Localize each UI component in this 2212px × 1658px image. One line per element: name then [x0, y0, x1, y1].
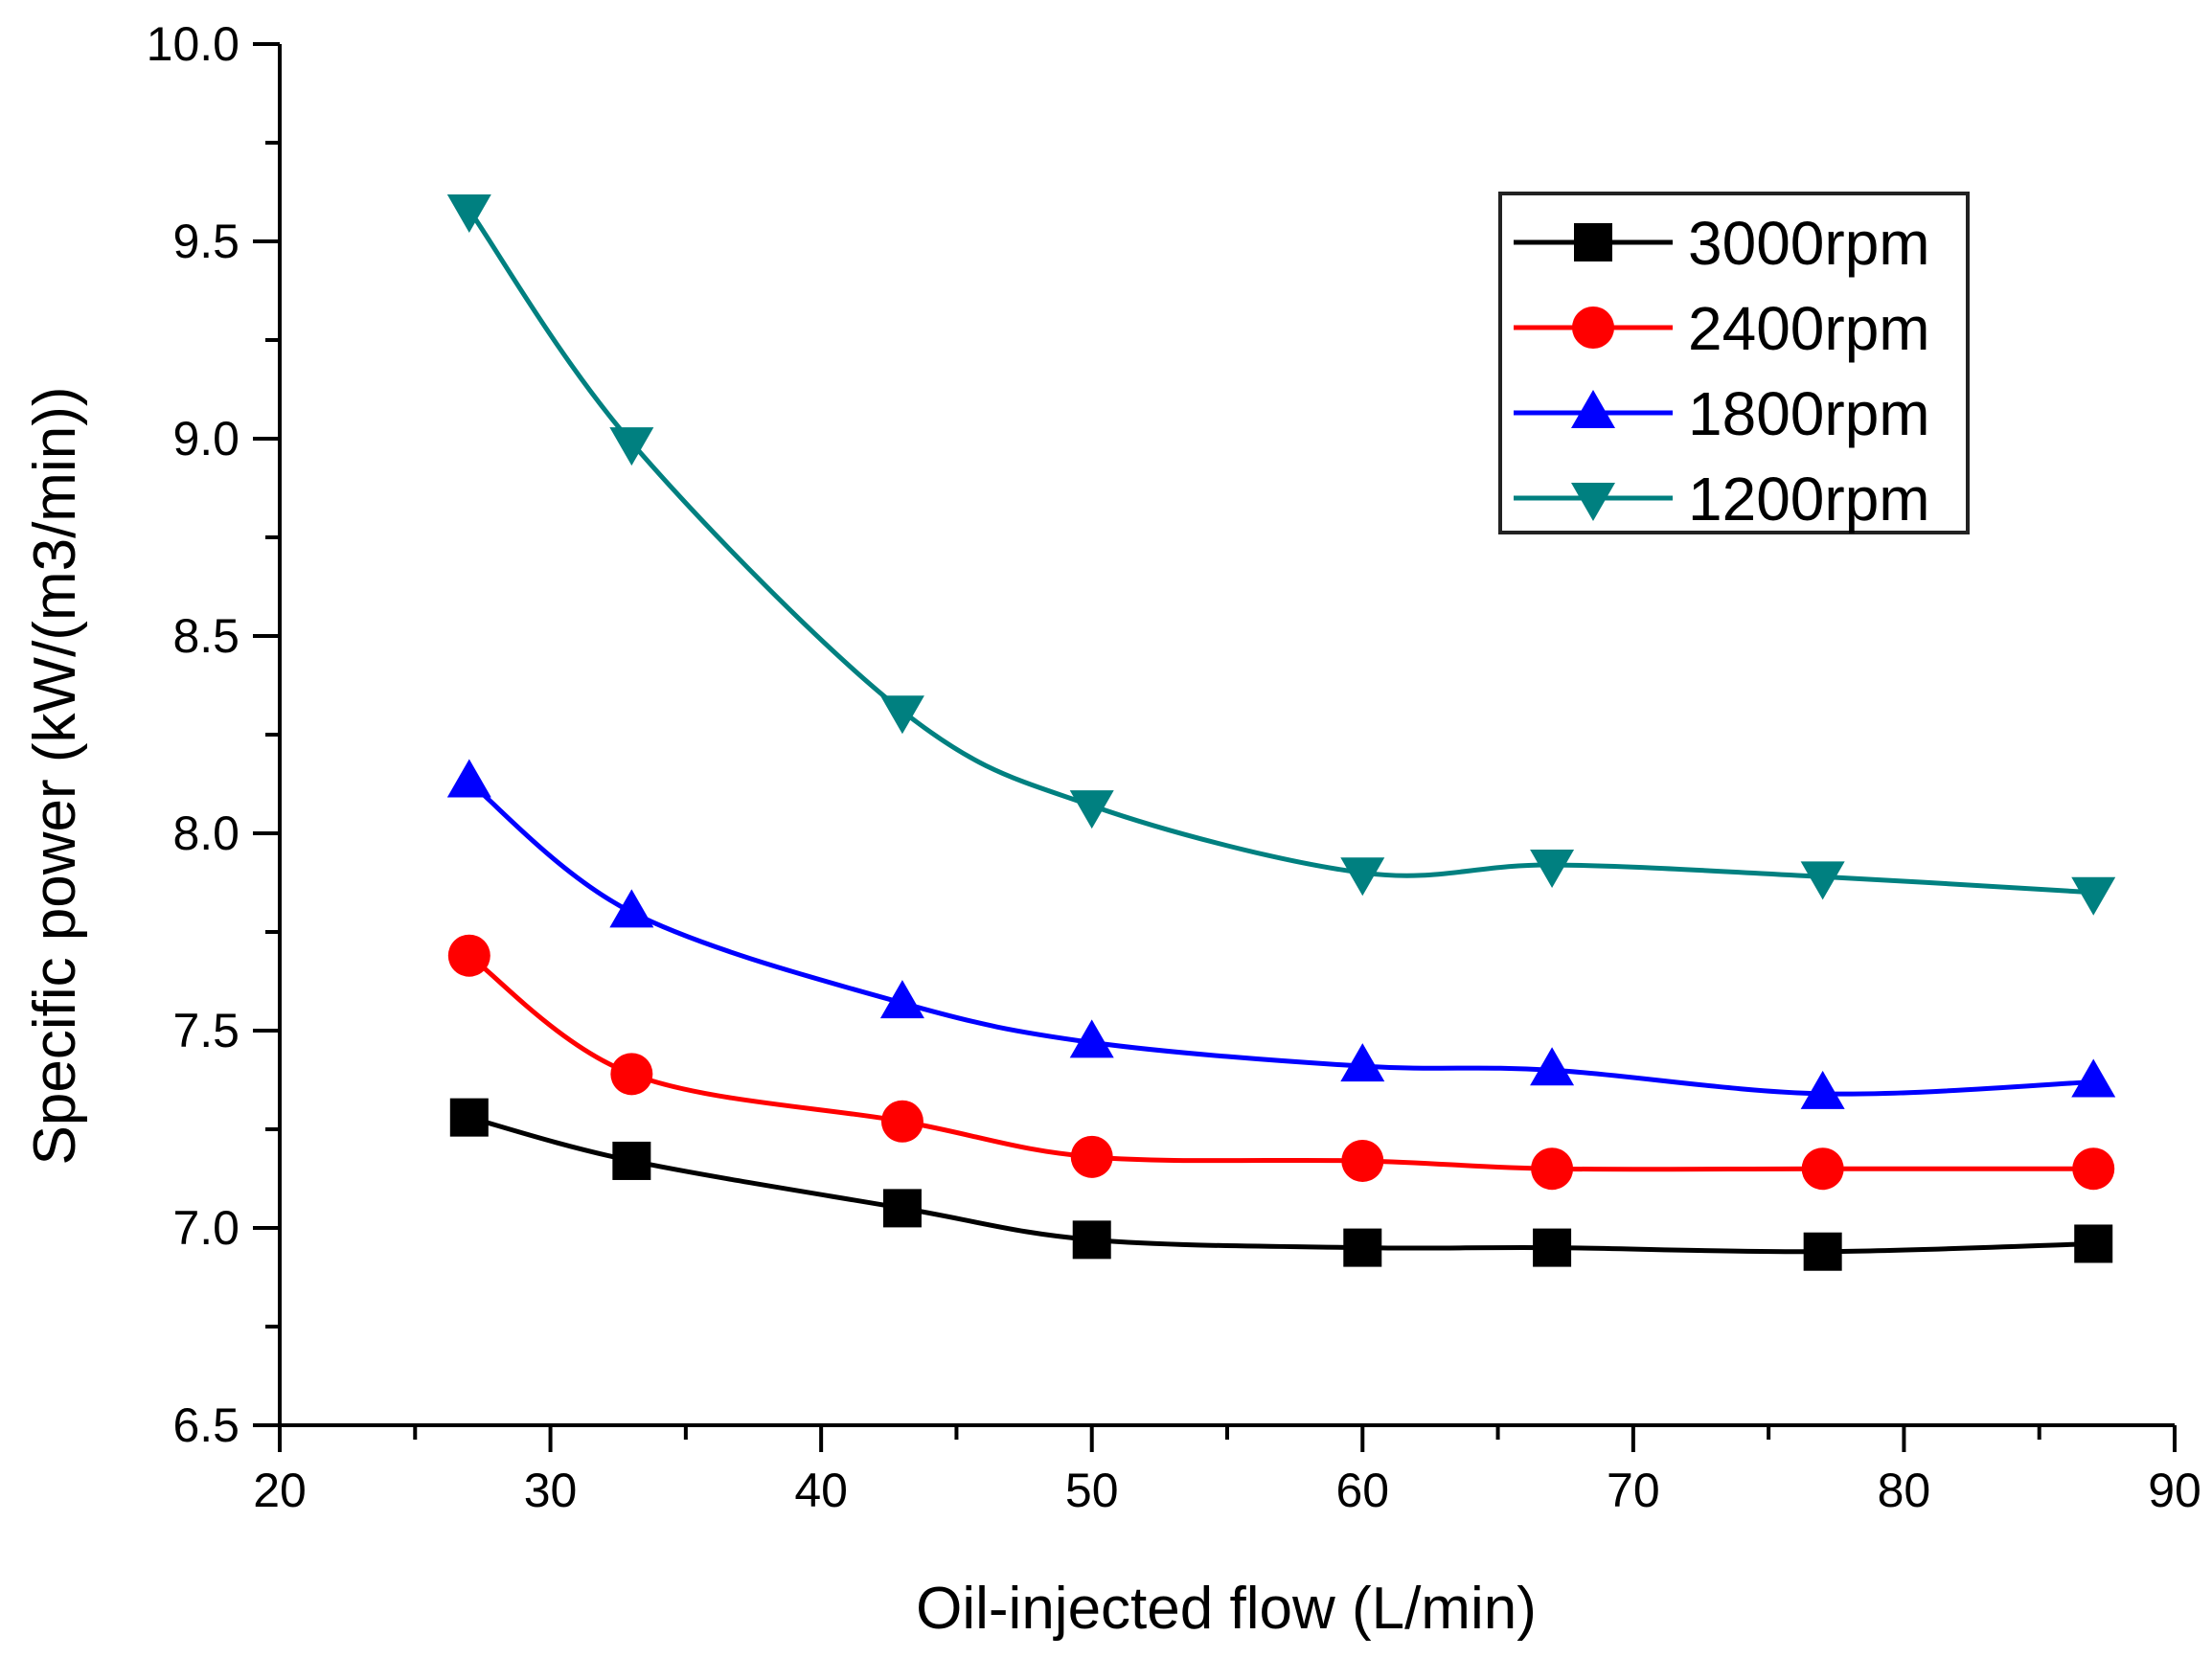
data-point-1800rpm: [446, 759, 491, 798]
data-point-3000rpm: [882, 1189, 922, 1228]
data-point-1800rpm: [2071, 1058, 2116, 1098]
data-point-2400rpm: [610, 1053, 653, 1096]
series-1800rpm: [446, 759, 2116, 1109]
series-layer: [446, 194, 2116, 1271]
data-point-2400rpm: [1531, 1147, 1574, 1191]
y-tick-label: 9.5: [172, 215, 239, 268]
data-point-3000rpm: [1343, 1228, 1382, 1267]
legend-marker-3000rpm: [1574, 223, 1612, 261]
data-point-2400rpm: [447, 934, 490, 977]
data-point-1200rpm: [879, 695, 924, 735]
data-point-1200rpm: [609, 427, 654, 466]
legend-label-3000rpm: 3000rpm: [1688, 209, 1930, 278]
data-point-1800rpm: [1340, 1043, 1385, 1082]
data-point-2400rpm: [1341, 1139, 1384, 1182]
legend: 3000rpm 2400rpm 1800rpm 1200rpm: [1498, 192, 1970, 534]
legend-label-1200rpm: 1200rpm: [1688, 465, 1930, 534]
y-tick-label: 10.0: [147, 17, 239, 71]
data-point-3000rpm: [449, 1098, 489, 1137]
y-tick-label: 6.5: [172, 1398, 239, 1452]
x-tick-label: 70: [1607, 1464, 1660, 1517]
x-tick-label: 90: [2148, 1464, 2201, 1517]
data-point-3000rpm: [1072, 1220, 1111, 1260]
y-tick-label: 7.5: [172, 1004, 239, 1057]
series-3000rpm: [449, 1098, 2113, 1271]
series-2400rpm: [447, 934, 2115, 1191]
legend-marker-1200rpm: [1571, 483, 1615, 521]
y-axis-title: Specific power (kW/(m3/min)): [22, 387, 88, 1166]
data-point-3000rpm: [1533, 1228, 1572, 1267]
x-tick-label: 30: [524, 1464, 578, 1517]
data-point-3000rpm: [2074, 1224, 2113, 1263]
data-point-1800rpm: [1530, 1047, 1575, 1086]
data-point-1200rpm: [1069, 790, 1114, 829]
data-point-1800rpm: [609, 889, 654, 928]
x-tick-label: 20: [253, 1464, 307, 1517]
data-point-2400rpm: [1070, 1135, 1113, 1178]
legend-marker-2400rpm: [1572, 307, 1614, 349]
legend-marker-1800rpm: [1571, 390, 1615, 428]
data-point-1800rpm: [1069, 1019, 1114, 1058]
y-tick-label: 7.0: [172, 1201, 239, 1255]
data-point-3000rpm: [612, 1141, 651, 1180]
series-1200rpm: [446, 194, 2116, 916]
data-point-2400rpm: [1801, 1147, 1844, 1191]
x-tick-label: 80: [1878, 1464, 1931, 1517]
x-tick-label: 50: [1065, 1464, 1119, 1517]
y-tick-label: 8.0: [172, 806, 239, 860]
x-tick-label: 40: [794, 1464, 848, 1517]
data-point-1200rpm: [2071, 876, 2116, 916]
legend-label-1800rpm: 1800rpm: [1688, 379, 1930, 448]
data-point-1200rpm: [446, 194, 491, 234]
axes-layer: 6.5 7.0 7.5 8.0 8.5 9.0 9.5 10.0 20 30 40 50 60 70 80 9…: [147, 17, 2201, 1517]
data-point-3000rpm: [1803, 1232, 1842, 1271]
data-point-1800rpm: [1800, 1070, 1845, 1109]
series-line-1800rpm: [467, 780, 2094, 1097]
data-point-2400rpm: [880, 1100, 924, 1143]
data-point-1200rpm: [1340, 857, 1385, 897]
data-point-1800rpm: [879, 980, 924, 1019]
series-line-1200rpm: [467, 208, 2094, 896]
x-axis-title: Oil-injected flow (L/min): [916, 1576, 1537, 1642]
legend-label-2400rpm: 2400rpm: [1688, 294, 1930, 363]
data-point-1200rpm: [1800, 861, 1845, 900]
data-point-1200rpm: [1530, 849, 1575, 888]
data-point-2400rpm: [2072, 1147, 2115, 1191]
y-tick-label: 9.0: [172, 412, 239, 466]
x-tick-label: 60: [1335, 1464, 1389, 1517]
series-line-2400rpm: [467, 953, 2094, 1172]
y-tick-label: 8.5: [172, 609, 239, 663]
